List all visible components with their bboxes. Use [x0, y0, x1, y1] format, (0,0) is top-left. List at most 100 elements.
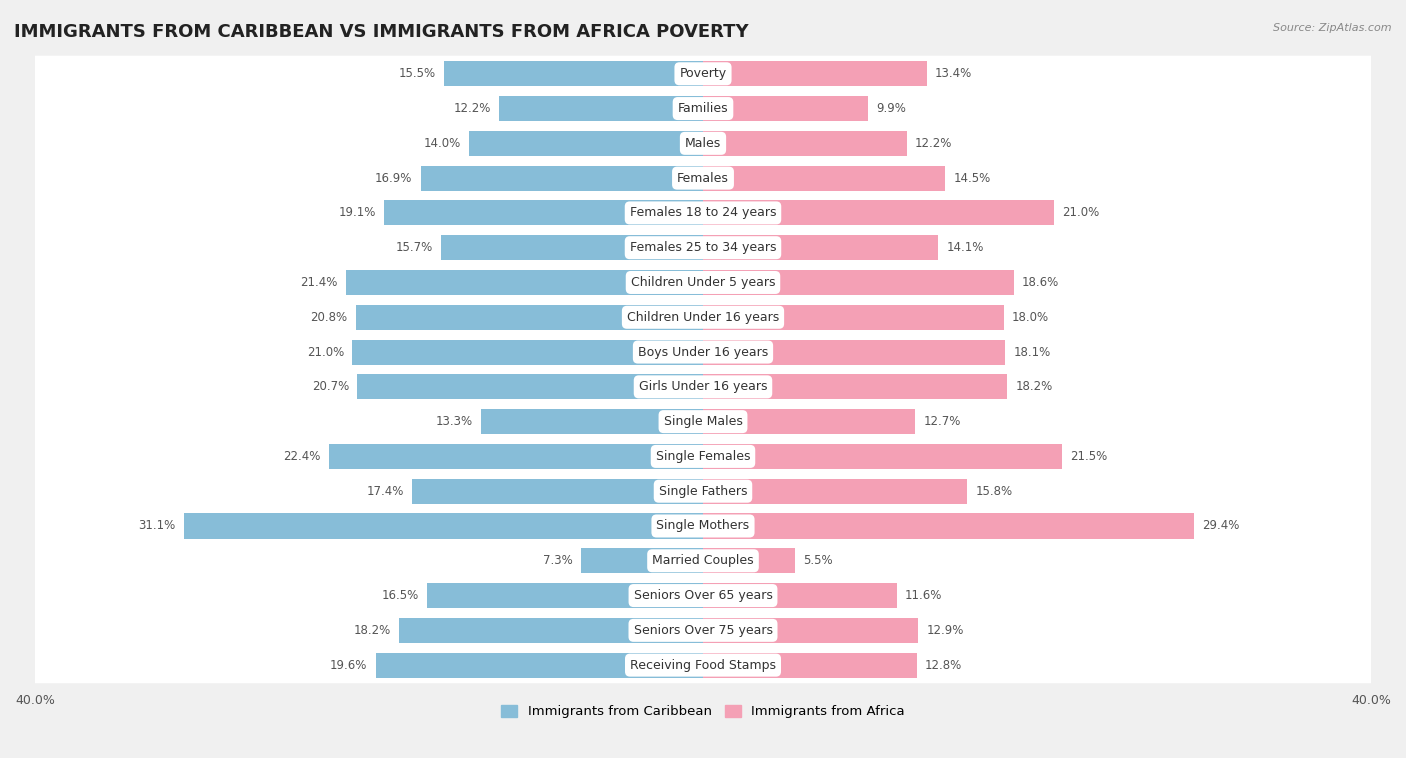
- Text: Single Fathers: Single Fathers: [659, 484, 747, 498]
- Text: 11.6%: 11.6%: [905, 589, 942, 602]
- Text: 15.7%: 15.7%: [395, 241, 433, 254]
- Bar: [703, 444, 1062, 469]
- Text: 15.8%: 15.8%: [976, 484, 1012, 498]
- Bar: [481, 409, 703, 434]
- Text: Children Under 16 years: Children Under 16 years: [627, 311, 779, 324]
- FancyBboxPatch shape: [0, 543, 1406, 579]
- Text: 14.0%: 14.0%: [423, 137, 461, 150]
- Bar: [329, 444, 703, 469]
- Text: 5.5%: 5.5%: [803, 554, 832, 567]
- Text: 13.4%: 13.4%: [935, 67, 973, 80]
- Text: 12.2%: 12.2%: [454, 102, 491, 115]
- Text: 29.4%: 29.4%: [1202, 519, 1240, 532]
- Text: Children Under 5 years: Children Under 5 years: [631, 276, 775, 289]
- Text: 20.8%: 20.8%: [311, 311, 347, 324]
- FancyBboxPatch shape: [0, 368, 1406, 405]
- Bar: [427, 583, 703, 608]
- Text: Males: Males: [685, 137, 721, 150]
- Text: Seniors Over 75 years: Seniors Over 75 years: [634, 624, 772, 637]
- Bar: [703, 305, 1004, 330]
- Bar: [470, 131, 703, 156]
- Text: 31.1%: 31.1%: [138, 519, 176, 532]
- Text: Females 18 to 24 years: Females 18 to 24 years: [630, 206, 776, 219]
- Text: 19.6%: 19.6%: [330, 659, 367, 672]
- FancyBboxPatch shape: [0, 195, 1406, 231]
- Text: 12.2%: 12.2%: [915, 137, 952, 150]
- Text: 14.1%: 14.1%: [946, 241, 984, 254]
- Text: Single Males: Single Males: [664, 415, 742, 428]
- FancyBboxPatch shape: [0, 647, 1406, 683]
- Text: 21.5%: 21.5%: [1070, 450, 1108, 463]
- Legend: Immigrants from Caribbean, Immigrants from Africa: Immigrants from Caribbean, Immigrants fr…: [496, 700, 910, 724]
- Bar: [346, 270, 703, 295]
- Bar: [703, 548, 794, 573]
- Text: 18.0%: 18.0%: [1012, 311, 1049, 324]
- Bar: [357, 374, 703, 399]
- Text: 12.7%: 12.7%: [924, 415, 960, 428]
- FancyBboxPatch shape: [0, 403, 1406, 440]
- Text: Source: ZipAtlas.com: Source: ZipAtlas.com: [1274, 23, 1392, 33]
- Text: Females 25 to 34 years: Females 25 to 34 years: [630, 241, 776, 254]
- Text: Families: Families: [678, 102, 728, 115]
- Text: 21.0%: 21.0%: [1062, 206, 1099, 219]
- Bar: [375, 653, 703, 678]
- Text: 21.4%: 21.4%: [299, 276, 337, 289]
- Bar: [444, 61, 703, 86]
- Text: 22.4%: 22.4%: [283, 450, 321, 463]
- Bar: [581, 548, 703, 573]
- Text: Females: Females: [678, 171, 728, 185]
- Text: Poverty: Poverty: [679, 67, 727, 80]
- Text: 7.3%: 7.3%: [543, 554, 572, 567]
- Text: Girls Under 16 years: Girls Under 16 years: [638, 381, 768, 393]
- Text: 16.9%: 16.9%: [375, 171, 412, 185]
- Text: 12.8%: 12.8%: [925, 659, 962, 672]
- Bar: [703, 165, 945, 191]
- FancyBboxPatch shape: [0, 265, 1406, 301]
- FancyBboxPatch shape: [0, 508, 1406, 544]
- Bar: [353, 340, 703, 365]
- Bar: [703, 235, 938, 260]
- Bar: [703, 409, 915, 434]
- Text: 12.9%: 12.9%: [927, 624, 965, 637]
- Bar: [703, 653, 917, 678]
- Text: Married Couples: Married Couples: [652, 554, 754, 567]
- Bar: [703, 513, 1194, 538]
- Text: 16.5%: 16.5%: [382, 589, 419, 602]
- Bar: [703, 96, 869, 121]
- Bar: [703, 479, 967, 504]
- Text: 18.2%: 18.2%: [1015, 381, 1053, 393]
- FancyBboxPatch shape: [0, 299, 1406, 335]
- Bar: [399, 618, 703, 643]
- Text: Single Mothers: Single Mothers: [657, 519, 749, 532]
- FancyBboxPatch shape: [0, 125, 1406, 161]
- Text: IMMIGRANTS FROM CARIBBEAN VS IMMIGRANTS FROM AFRICA POVERTY: IMMIGRANTS FROM CARIBBEAN VS IMMIGRANTS …: [14, 23, 748, 41]
- Text: 19.1%: 19.1%: [339, 206, 375, 219]
- FancyBboxPatch shape: [0, 438, 1406, 475]
- Bar: [441, 235, 703, 260]
- Text: 18.1%: 18.1%: [1014, 346, 1050, 359]
- FancyBboxPatch shape: [0, 55, 1406, 92]
- Bar: [412, 479, 703, 504]
- Text: Seniors Over 65 years: Seniors Over 65 years: [634, 589, 772, 602]
- Text: 17.4%: 17.4%: [367, 484, 404, 498]
- Text: 18.6%: 18.6%: [1022, 276, 1059, 289]
- Text: 20.7%: 20.7%: [312, 381, 349, 393]
- FancyBboxPatch shape: [0, 473, 1406, 509]
- Bar: [703, 374, 1007, 399]
- Text: 15.5%: 15.5%: [399, 67, 436, 80]
- Bar: [703, 270, 1014, 295]
- Text: 13.3%: 13.3%: [436, 415, 472, 428]
- FancyBboxPatch shape: [0, 612, 1406, 648]
- Bar: [703, 618, 918, 643]
- FancyBboxPatch shape: [0, 334, 1406, 370]
- Bar: [703, 200, 1053, 225]
- Bar: [703, 61, 927, 86]
- Bar: [703, 340, 1005, 365]
- Bar: [384, 200, 703, 225]
- Text: Receiving Food Stamps: Receiving Food Stamps: [630, 659, 776, 672]
- Bar: [499, 96, 703, 121]
- FancyBboxPatch shape: [0, 160, 1406, 196]
- FancyBboxPatch shape: [0, 230, 1406, 266]
- Bar: [420, 165, 703, 191]
- Text: 18.2%: 18.2%: [353, 624, 391, 637]
